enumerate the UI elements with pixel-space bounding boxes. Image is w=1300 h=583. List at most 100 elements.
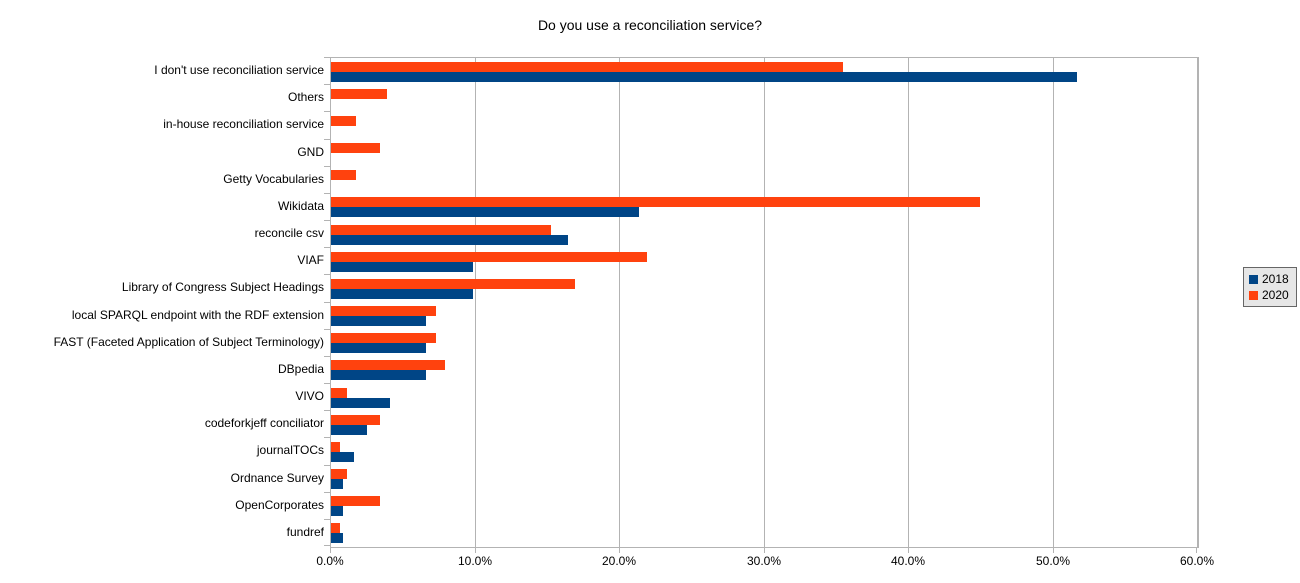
value-axis-labels: 0.0% 10.0% 20.0% 30.0% 40.0% 50.0% 60.0%: [316, 554, 1214, 570]
bar-2018: [331, 479, 343, 490]
category-tick: [324, 356, 330, 357]
bar-2020: [331, 496, 381, 507]
legend-item-2020: 2020: [1249, 289, 1289, 301]
bar-2020: [331, 414, 381, 425]
category-label: journalTOCs: [256, 443, 324, 458]
category-tick: [324, 84, 330, 85]
bar-2018: [331, 288, 473, 299]
bar-2018: [331, 207, 639, 218]
bar-2020: [331, 251, 648, 262]
bar-2018: [331, 424, 368, 435]
value-axis-ticks: [330, 548, 1199, 553]
value-axis-label: 30.0%: [746, 554, 782, 568]
gridline: [764, 58, 765, 547]
category-tick: [324, 519, 330, 520]
gridline: [1053, 58, 1054, 547]
value-axis-label: 0.0%: [316, 554, 344, 568]
category-label: fundref: [286, 524, 324, 539]
category-label: reconcile csv: [254, 226, 324, 240]
bar-2020: [331, 306, 437, 317]
category-tick: [324, 57, 330, 58]
bar-2018: [331, 234, 568, 245]
value-axis-label: 20.0%: [601, 554, 637, 568]
bar-2020: [331, 61, 843, 72]
value-axis-tick: [1053, 548, 1054, 553]
category-label: VIVO: [295, 389, 324, 403]
category-tick: [324, 274, 330, 275]
category-label: Ordnance Survey: [230, 470, 324, 485]
plot-area: [330, 57, 1199, 548]
bar-2020: [331, 143, 381, 154]
bar-2020: [331, 197, 980, 208]
category-tick: [324, 329, 330, 330]
legend: 2018 2020: [1243, 267, 1297, 307]
legend-label-2018: 2018: [1262, 272, 1289, 286]
bar-2020: [331, 469, 347, 480]
category-label: Others: [287, 90, 324, 105]
category-axis-ticks: [324, 57, 330, 548]
category-axis-labels: I don't use reconciliation service Others…: [0, 57, 324, 548]
category-label: DBpedia: [277, 361, 324, 376]
bar-2018: [331, 343, 427, 354]
bar-2020: [331, 360, 446, 371]
bar-2020: [331, 88, 388, 99]
bar-2018: [331, 71, 1077, 82]
bar-2020: [331, 441, 340, 452]
gridline: [619, 58, 620, 547]
value-axis-tick: [1196, 548, 1197, 553]
bar-2020: [331, 523, 340, 534]
legend-item-2018: 2018: [1249, 273, 1289, 285]
category-label: OpenCorporates: [235, 497, 324, 512]
category-label: GND: [297, 144, 324, 159]
category-tick: [324, 437, 330, 438]
gridline: [908, 58, 909, 547]
value-axis-tick: [475, 548, 476, 553]
bar-2018: [331, 316, 427, 327]
gridline: [1197, 58, 1198, 547]
bar-2020: [331, 170, 356, 181]
bar-2020: [331, 333, 437, 344]
category-label: Library of Congress Subject Headings: [121, 280, 324, 295]
bar-2018: [331, 533, 343, 544]
chart-title: Do you use a reconciliation service?: [537, 17, 763, 33]
legend-swatch-2018: [1249, 274, 1258, 284]
legend-label-2020: 2020: [1262, 288, 1289, 302]
category-label: FAST (Faceted Application of Subject Ter…: [53, 334, 324, 349]
category-label: in-house reconciliation service: [163, 117, 324, 132]
category-tick: [324, 383, 330, 384]
category-tick: [324, 545, 330, 546]
bar-2018: [331, 370, 427, 381]
category-tick: [324, 492, 330, 493]
category-tick: [324, 139, 330, 140]
gridline: [475, 58, 476, 547]
value-axis-label: 40.0%: [890, 554, 926, 568]
category-label: VIAF: [297, 253, 324, 268]
value-axis-tick: [619, 548, 620, 553]
bar-2018: [331, 506, 343, 517]
value-axis-label: 10.0%: [457, 554, 493, 568]
value-axis-label: 60.0%: [1179, 554, 1215, 568]
value-axis-tick: [764, 548, 765, 553]
category-label: Wikidata: [277, 198, 324, 213]
bar-2020: [331, 115, 356, 126]
bar-2020: [331, 278, 576, 289]
value-axis-label: 50.0%: [1035, 554, 1071, 568]
category-tick: [324, 193, 330, 194]
category-tick: [324, 111, 330, 112]
category-label: I don't use reconciliation service: [154, 63, 324, 77]
bar-2018: [331, 451, 355, 462]
category-label: local SPARQL endpoint with the RDF exten…: [71, 307, 324, 322]
category-label: Getty Vocabularies: [223, 171, 324, 186]
category-tick: [324, 410, 330, 411]
category-tick: [324, 302, 330, 303]
bar-2018: [331, 397, 391, 408]
category-tick: [324, 465, 330, 466]
category-tick: [324, 166, 330, 167]
category-tick: [324, 247, 330, 248]
bar-2020: [331, 224, 551, 235]
category-tick: [324, 220, 330, 221]
category-label: codeforkjeff conciliator: [204, 416, 324, 431]
value-axis-tick: [908, 548, 909, 553]
value-axis-tick: [330, 548, 331, 553]
